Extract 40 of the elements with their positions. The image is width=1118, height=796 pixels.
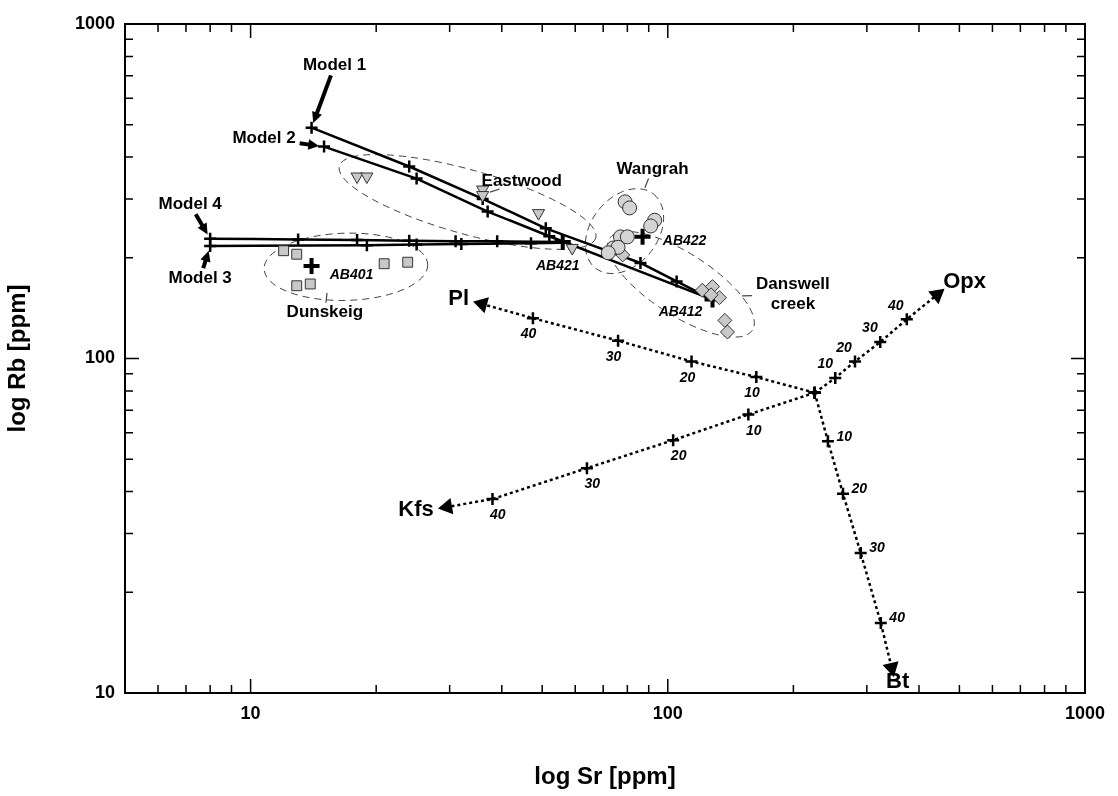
annotation: AB422 — [661, 231, 707, 248]
text: Model 1 — [302, 55, 367, 75]
y-axis-title: log Rb [ppm] — [3, 284, 31, 433]
annotation: AB421 — [534, 256, 580, 273]
series-label: Wangrah — [616, 158, 689, 178]
series-label: Model 4 — [158, 194, 223, 214]
annotation: 20 — [669, 447, 687, 464]
series-label: Model 2 — [232, 128, 296, 148]
annotation: 10 — [744, 384, 760, 401]
x-tick-label: 100 — [652, 702, 683, 723]
annotation: 30 — [584, 475, 601, 492]
annotation: 10 — [745, 421, 762, 438]
annotation: 30 — [869, 539, 885, 556]
annotation: 40 — [519, 325, 537, 342]
annotation: AB401 — [328, 265, 374, 282]
annotation: 40 — [888, 609, 906, 626]
legend-label: Model 3 — [168, 267, 232, 287]
x-tick-label: 10 — [240, 702, 261, 723]
annotation: 20 — [850, 479, 868, 496]
series-label: Dunskeig — [286, 302, 364, 322]
series-label: Bt — [886, 668, 910, 694]
annotation: AB412 — [657, 303, 703, 320]
annotation: 40 — [488, 506, 506, 523]
y-tick-label: 10 — [94, 681, 115, 702]
annotation: 10 — [817, 354, 834, 371]
series-label: Opx — [943, 268, 987, 294]
series-label: Danswell creek — [756, 274, 830, 314]
y-tick-label: 1000 — [74, 12, 115, 33]
annotation: 30 — [862, 319, 878, 336]
annotation: 20 — [835, 339, 853, 356]
annotation: 10 — [836, 427, 853, 444]
y-tick-label: 100 — [84, 347, 115, 368]
annotation: 40 — [886, 297, 904, 314]
series-label: Pl — [448, 284, 470, 310]
annotation: 20 — [678, 368, 696, 385]
x-axis-title: log Sr [ppm] — [534, 762, 676, 790]
series-label: Eastwood — [481, 171, 562, 191]
x-tick-label: 1000 — [1064, 702, 1106, 723]
annotation: 30 — [605, 347, 622, 364]
series-label: Kfs — [398, 496, 434, 522]
